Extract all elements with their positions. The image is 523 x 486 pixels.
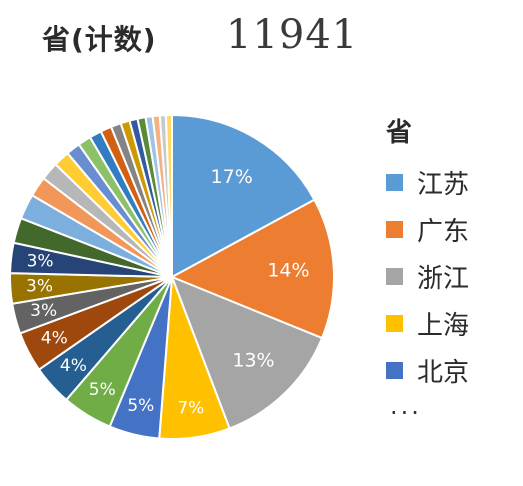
legend-more-ellipsis: ... <box>390 392 422 420</box>
pie-data-label-4: 5% <box>127 396 154 416</box>
pie-data-label-1: 14% <box>267 260 309 282</box>
legend-item-guangdong: 广东 <box>386 206 516 253</box>
legend-label: 江苏 <box>417 170 470 200</box>
legend-label: 上海 <box>417 311 470 341</box>
pie-data-label-9: 3% <box>26 276 53 296</box>
legend-item-zhejiang: 浙江 <box>386 253 516 300</box>
pie-data-label-6: 4% <box>60 356 87 376</box>
chart-title: 省(计数) <box>42 23 157 56</box>
legend-swatch <box>386 174 403 191</box>
total-count: 11941 <box>226 12 359 58</box>
legend-item-shanghai: 上海 <box>386 300 516 347</box>
legend: 省 江苏 广东 浙江 上海 北京 ... <box>386 112 516 420</box>
legend-label: 浙江 <box>417 264 470 294</box>
legend-title: 省 <box>386 118 413 148</box>
pie-slice-27 <box>164 113 173 278</box>
legend-swatch <box>386 362 403 379</box>
pie-slice-2 <box>170 275 324 430</box>
pie-data-label-3: 7% <box>177 399 204 419</box>
legend-item-jiangsu: 江苏 <box>386 159 516 206</box>
legend-swatch <box>386 221 403 238</box>
pie-data-label-2: 13% <box>232 349 274 371</box>
pie-slice-0 <box>171 113 316 279</box>
pie-data-label-10: 3% <box>27 251 54 271</box>
pie-data-label-0: 17% <box>211 166 253 188</box>
legend-label: 广东 <box>417 217 470 247</box>
pie-data-label-8: 3% <box>30 301 57 321</box>
legend-label: 北京 <box>417 358 470 388</box>
legend-swatch <box>386 315 403 332</box>
pie-slice-1 <box>169 198 335 340</box>
legend-item-beijing: 北京 <box>386 347 516 394</box>
pie-data-label-5: 5% <box>89 380 116 400</box>
pie-data-label-7: 4% <box>41 329 68 349</box>
legend-swatch <box>386 268 403 285</box>
